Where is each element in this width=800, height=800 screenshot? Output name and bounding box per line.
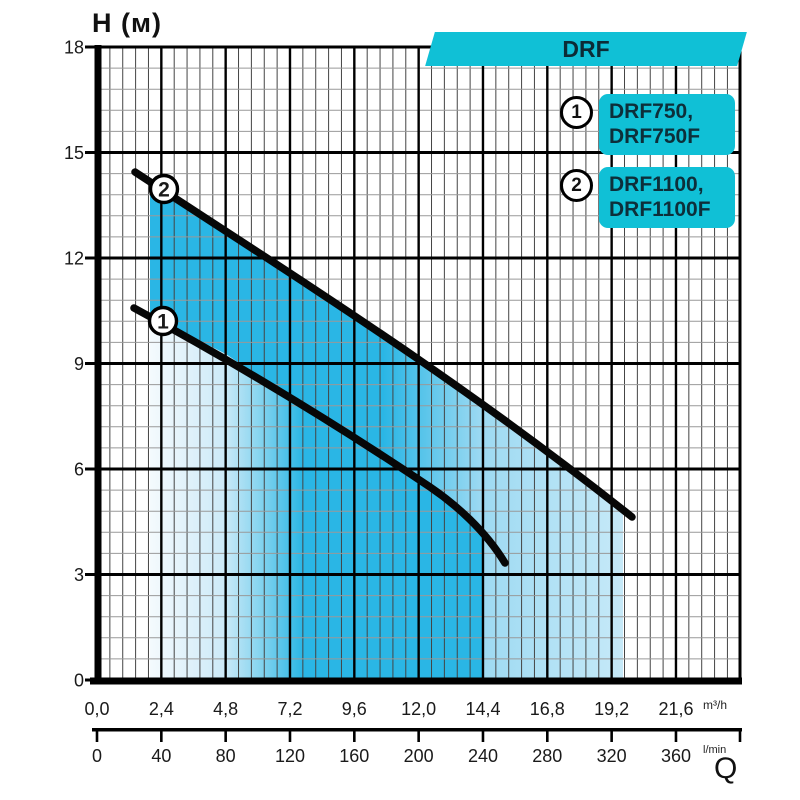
x-axis-title-q: Q (714, 752, 738, 785)
legend-box-drf750: DRF750, DRF750F (599, 94, 735, 155)
region-under-curve2-right (483, 403, 623, 680)
legend-box-drf1100: DRF1100, DRF1100F (599, 167, 735, 228)
banner-label: DRF (562, 35, 610, 62)
unit-m3h: m³/h (703, 698, 727, 712)
y-tick-label: 3 (74, 565, 84, 585)
legend-text: DRF1100F (609, 198, 711, 221)
lmin-axis-line (92, 728, 742, 732)
legend-number-2: 2 (560, 169, 593, 202)
y-axis-title: H (м) (92, 8, 162, 38)
curve-markers: 2 1 (147, 173, 180, 337)
x-tick-label-lmin: 160 (339, 746, 369, 766)
grid (97, 47, 740, 680)
region-below-curve1 (150, 316, 483, 680)
x-axis-line (90, 677, 742, 685)
series-banner: DRF (425, 32, 747, 66)
x-tick-label-lmin: 360 (661, 746, 691, 766)
y-tick-label: 0 (74, 671, 84, 691)
x-tick-label-lmin: 320 (597, 746, 627, 766)
legend: 1 DRF750, DRF750F 2 DRF1100, DRF1100F (560, 94, 735, 240)
y-tick-label: 9 (74, 354, 84, 374)
legend-text: DRF1100, (609, 173, 704, 196)
x-tick-label-m3h: 19,2 (594, 699, 629, 719)
legend-text: DRF750, (609, 100, 694, 123)
marker-label-2: 2 (158, 179, 170, 202)
y-tick-label: 12 (64, 249, 84, 269)
x-tick-label-lmin: 40 (151, 746, 171, 766)
y-tick-label: 18 (64, 38, 84, 58)
legend-item-drf750: 1 DRF750, DRF750F (560, 94, 735, 155)
y-tick-label: 15 (64, 143, 84, 163)
y-axis-line (94, 45, 102, 684)
x-tick-label-lmin: 120 (275, 746, 305, 766)
legend-item-drf1100: 2 DRF1100, DRF1100F (560, 167, 735, 228)
x-tick-label-lmin: 0 (92, 746, 102, 766)
x-tick-label-m3h: 0,0 (84, 699, 109, 719)
region-between-curves (150, 182, 483, 532)
x-tick-label-m3h: 12,0 (401, 699, 436, 719)
curve-drf750 (130, 304, 509, 567)
legend-number-1: 1 (560, 96, 593, 129)
curves (130, 168, 636, 567)
lmin-axis-ticks (95, 731, 742, 742)
shaded-regions (150, 182, 623, 680)
x-tick-label-lmin: 80 (216, 746, 236, 766)
unit-lmin: l/min (703, 744, 727, 756)
marker-circle-1 (147, 305, 179, 337)
x-tick-label-m3h: 4,8 (213, 699, 238, 719)
x-tick-label-m3h: 14,4 (465, 699, 500, 719)
x-tick-label-m3h: 9,6 (342, 699, 367, 719)
x-tick-label-lmin: 240 (468, 746, 498, 766)
y-tick-label: 6 (74, 460, 84, 480)
x-tick-label-m3h: 21,6 (658, 699, 693, 719)
marker-label-1: 1 (157, 311, 169, 334)
x-tick-label-m3h: 16,8 (530, 699, 565, 719)
x-tick-label-lmin: 280 (532, 746, 562, 766)
x-tick-label-m3h: 7,2 (277, 699, 302, 719)
x-tick-label-lmin: 200 (404, 746, 434, 766)
marker-circle-2 (148, 173, 180, 205)
legend-text: DRF750F (609, 125, 701, 148)
y-axis-ticks (85, 45, 95, 682)
curve-drf1100 (131, 168, 636, 521)
x-tick-label-m3h: 2,4 (149, 699, 174, 719)
